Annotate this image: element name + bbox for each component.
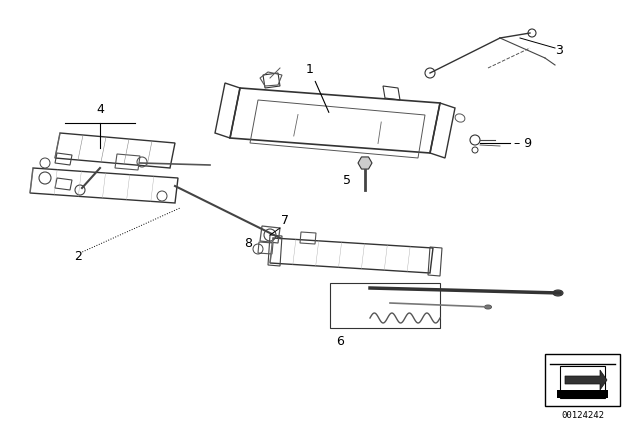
Ellipse shape <box>484 305 492 309</box>
Bar <box>330 283 440 328</box>
Text: 5: 5 <box>343 173 351 186</box>
Bar <box>557 390 608 398</box>
Text: 4: 4 <box>96 103 104 116</box>
Text: – 9: – 9 <box>514 137 532 150</box>
Text: 6: 6 <box>336 335 344 348</box>
Polygon shape <box>565 370 607 390</box>
Text: 8: 8 <box>244 237 252 250</box>
Ellipse shape <box>553 290 563 296</box>
Bar <box>545 354 620 406</box>
Text: 1: 1 <box>306 63 329 112</box>
Polygon shape <box>560 366 605 398</box>
Text: 2: 2 <box>74 250 82 263</box>
Text: 00124242: 00124242 <box>561 411 604 420</box>
Text: 3: 3 <box>555 43 563 56</box>
Polygon shape <box>358 157 372 169</box>
Text: 7: 7 <box>281 214 289 227</box>
